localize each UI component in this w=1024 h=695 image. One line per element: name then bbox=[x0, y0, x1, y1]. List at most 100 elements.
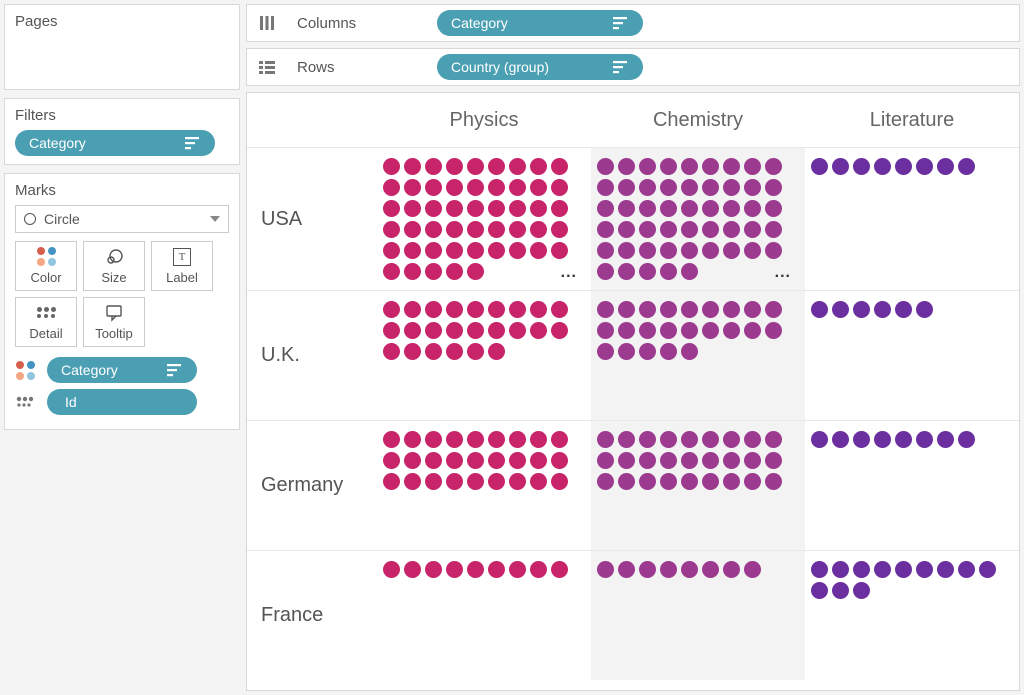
dot-mark[interactable] bbox=[723, 158, 740, 175]
dot-mark[interactable] bbox=[958, 431, 975, 448]
dot-mark[interactable] bbox=[618, 431, 635, 448]
dot-mark[interactable] bbox=[383, 343, 400, 360]
dot-mark[interactable] bbox=[660, 452, 677, 469]
dot-mark[interactable] bbox=[446, 158, 463, 175]
rows-shelf[interactable]: Rows Country (group) bbox=[246, 48, 1020, 86]
dot-mark[interactable] bbox=[425, 158, 442, 175]
dot-mark[interactable] bbox=[702, 301, 719, 318]
dot-mark[interactable] bbox=[425, 301, 442, 318]
dot-mark[interactable] bbox=[383, 473, 400, 490]
dot-mark[interactable] bbox=[383, 322, 400, 339]
mark-tooltip-button[interactable]: Tooltip bbox=[83, 297, 145, 347]
dot-mark[interactable] bbox=[446, 301, 463, 318]
dot-mark[interactable] bbox=[853, 561, 870, 578]
dot-mark[interactable] bbox=[509, 452, 526, 469]
dot-mark[interactable] bbox=[467, 179, 484, 196]
dot-mark[interactable] bbox=[639, 242, 656, 259]
dot-mark[interactable] bbox=[597, 179, 614, 196]
dot-mark[interactable] bbox=[467, 221, 484, 238]
dot-mark[interactable] bbox=[744, 431, 761, 448]
dot-mark[interactable] bbox=[467, 452, 484, 469]
dot-mark[interactable] bbox=[488, 200, 505, 217]
dot-mark[interactable] bbox=[765, 452, 782, 469]
dot-mark[interactable] bbox=[597, 221, 614, 238]
dot-mark[interactable] bbox=[660, 242, 677, 259]
dot-mark[interactable] bbox=[681, 200, 698, 217]
dot-mark[interactable] bbox=[425, 452, 442, 469]
dot-mark[interactable] bbox=[425, 200, 442, 217]
dot-mark[interactable] bbox=[404, 242, 421, 259]
mark-detail-button[interactable]: Detail bbox=[15, 297, 77, 347]
dot-mark[interactable] bbox=[446, 221, 463, 238]
dot-mark[interactable] bbox=[467, 158, 484, 175]
dot-mark[interactable] bbox=[618, 473, 635, 490]
dot-mark[interactable] bbox=[404, 301, 421, 318]
dot-mark[interactable] bbox=[681, 301, 698, 318]
dot-mark[interactable] bbox=[744, 452, 761, 469]
dot-mark[interactable] bbox=[874, 561, 891, 578]
dot-mark[interactable] bbox=[660, 221, 677, 238]
dot-mark[interactable] bbox=[744, 473, 761, 490]
dot-mark[interactable] bbox=[681, 221, 698, 238]
dot-mark[interactable] bbox=[702, 221, 719, 238]
dot-mark[interactable] bbox=[383, 431, 400, 448]
dot-mark[interactable] bbox=[853, 582, 870, 599]
mark-pill-category[interactable]: Category bbox=[47, 357, 197, 383]
dot-mark[interactable] bbox=[597, 200, 614, 217]
dot-mark[interactable] bbox=[488, 452, 505, 469]
dot-mark[interactable] bbox=[895, 431, 912, 448]
dot-mark[interactable] bbox=[530, 242, 547, 259]
dot-mark[interactable] bbox=[488, 301, 505, 318]
dot-mark[interactable] bbox=[681, 158, 698, 175]
dot-mark[interactable] bbox=[383, 242, 400, 259]
dot-mark[interactable] bbox=[425, 242, 442, 259]
dot-mark[interactable] bbox=[446, 179, 463, 196]
dot-mark[interactable] bbox=[597, 431, 614, 448]
dot-mark[interactable] bbox=[530, 179, 547, 196]
dot-mark[interactable] bbox=[702, 158, 719, 175]
dot-mark[interactable] bbox=[723, 179, 740, 196]
dot-mark[interactable] bbox=[597, 301, 614, 318]
dot-mark[interactable] bbox=[937, 158, 954, 175]
dot-mark[interactable] bbox=[618, 242, 635, 259]
dot-mark[interactable] bbox=[874, 301, 891, 318]
dot-mark[interactable] bbox=[639, 221, 656, 238]
dot-mark[interactable] bbox=[509, 242, 526, 259]
dot-mark[interactable] bbox=[660, 431, 677, 448]
dot-mark[interactable] bbox=[551, 561, 568, 578]
dot-mark[interactable] bbox=[832, 431, 849, 448]
dot-mark[interactable] bbox=[744, 221, 761, 238]
dot-mark[interactable] bbox=[702, 179, 719, 196]
dot-mark[interactable] bbox=[660, 179, 677, 196]
dot-mark[interactable] bbox=[681, 263, 698, 280]
dot-mark[interactable] bbox=[530, 221, 547, 238]
dot-mark[interactable] bbox=[853, 301, 870, 318]
dot-mark[interactable] bbox=[853, 431, 870, 448]
dot-mark[interactable] bbox=[404, 158, 421, 175]
dot-mark[interactable] bbox=[383, 561, 400, 578]
dot-mark[interactable] bbox=[660, 343, 677, 360]
dot-mark[interactable] bbox=[916, 301, 933, 318]
dot-mark[interactable] bbox=[744, 561, 761, 578]
dot-mark[interactable] bbox=[702, 431, 719, 448]
dot-mark[interactable] bbox=[383, 179, 400, 196]
dot-mark[interactable] bbox=[744, 242, 761, 259]
dot-mark[interactable] bbox=[639, 322, 656, 339]
dot-mark[interactable] bbox=[467, 561, 484, 578]
dot-mark[interactable] bbox=[488, 242, 505, 259]
dot-mark[interactable] bbox=[446, 322, 463, 339]
dot-mark[interactable] bbox=[660, 263, 677, 280]
dot-mark[interactable] bbox=[597, 473, 614, 490]
dot-mark[interactable] bbox=[597, 263, 614, 280]
dot-mark[interactable] bbox=[530, 200, 547, 217]
dot-mark[interactable] bbox=[425, 221, 442, 238]
dot-mark[interactable] bbox=[446, 242, 463, 259]
dot-mark[interactable] bbox=[681, 322, 698, 339]
dot-mark[interactable] bbox=[467, 200, 484, 217]
mark-pill-id[interactable]: Id bbox=[47, 389, 197, 415]
dot-mark[interactable] bbox=[660, 561, 677, 578]
dot-mark[interactable] bbox=[744, 200, 761, 217]
dot-mark[interactable] bbox=[639, 179, 656, 196]
dot-mark[interactable] bbox=[509, 561, 526, 578]
dot-mark[interactable] bbox=[551, 322, 568, 339]
